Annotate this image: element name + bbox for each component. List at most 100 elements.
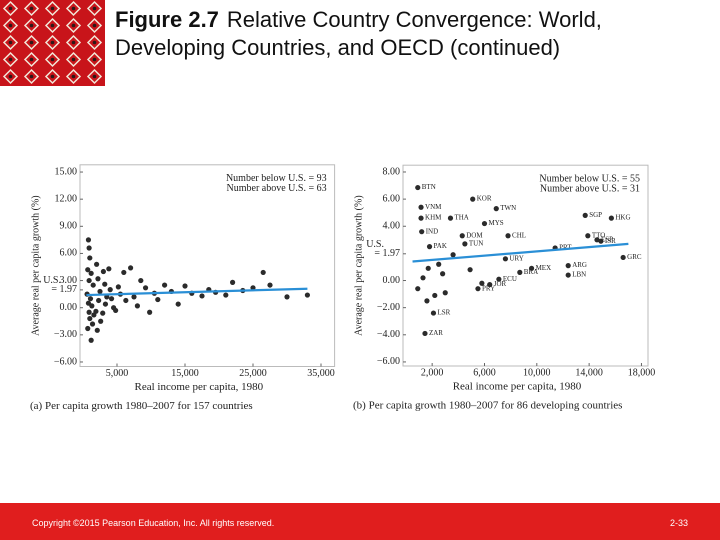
data-point [94,261,100,267]
legend-text: Number above U.S. = 31 [540,183,640,194]
point-label: ZAR [429,329,443,337]
trend-line [412,242,629,263]
data-point [86,309,92,315]
data-point [90,282,96,288]
data-point [86,245,92,251]
point-label: PRY [482,284,495,292]
data-point [608,215,614,221]
x-axis-label: Real income per capita, 1980 [453,381,582,393]
data-point [284,294,290,300]
x-tick-label: 5,000 [106,368,129,379]
point-label: KOR [477,195,492,203]
data-point [436,261,442,267]
data-point [85,237,92,243]
y-tick-label: 0.00 [60,302,78,313]
data-point [487,281,493,288]
data-point [467,267,473,273]
caption: (b) Per capita growth 1980–2007 for 86 d… [353,400,622,412]
point-label: DOM [466,231,483,239]
data-point [123,297,129,304]
data-point [102,301,109,307]
us-label: U.S. [366,239,384,250]
legend-text: Number above U.S. = 63 [227,183,327,194]
data-point [89,321,96,327]
x-tick-label: 15,000 [171,368,199,379]
data-point [430,310,437,316]
x-tick-label: 14,000 [575,367,603,378]
data-point [470,196,476,202]
point-label: TUN [469,240,483,248]
data-point [162,282,168,288]
data-point [223,292,229,298]
data-point [432,292,438,299]
y-tick-label: −6.00 [377,356,400,367]
data-point [100,268,106,275]
data-point [106,266,112,272]
plot-frame [79,164,336,367]
y-tick-label: 6.00 [60,248,78,259]
data-point [98,318,104,324]
y-tick-label: −4.00 [377,329,400,340]
data-point [418,215,424,221]
data-point [85,325,91,332]
data-point [199,293,205,299]
copyright: Copyright ©2015 Pearson Education, Inc. … [32,518,275,528]
data-point [134,303,140,309]
data-point [86,277,92,284]
data-point [121,269,127,276]
data-point [594,237,600,243]
data-point [459,233,465,239]
point-label: GRC [627,253,642,261]
data-point [96,297,102,304]
y-tick-label: 15.00 [55,166,78,177]
data-point [100,310,106,316]
point-label: THA [454,214,468,222]
y-tick-label: −2.00 [377,302,400,313]
data-point [87,255,93,261]
data-point [230,279,236,285]
y-tick-label: −6.00 [54,356,77,367]
point-label: ARG [572,261,587,269]
data-point [585,233,591,239]
data-point [88,337,94,343]
data-point [97,288,103,295]
point-label: URY [509,254,523,262]
data-point [155,296,161,303]
y-tick-label: = 1.97 [51,284,77,295]
data-point [182,283,188,289]
data-point [87,296,94,302]
data-point [598,238,604,244]
data-point [422,330,428,337]
data-point [415,184,421,191]
x-tick-label: 35,000 [307,368,335,379]
data-point [424,298,430,304]
point-label: PAK [434,242,447,250]
data-point [102,281,108,287]
slide-title: Figure 2.7 Relative Country Convergence: … [115,6,645,62]
data-point [304,292,310,298]
x-tick-label: 10,000 [523,367,551,378]
point-label: BRA [524,268,538,276]
data-point [502,256,509,262]
y-tick-label: = 1.97 [374,248,400,259]
point-label: KHM [425,214,442,222]
legend-text: Number below U.S. = 93 [226,173,327,184]
point-label: TWN [500,204,516,212]
y-axis-label: Average real per capita growth (%) [30,195,41,336]
x-tick-label: 18,000 [628,367,656,378]
point-label: TTO [592,231,605,239]
trend-line [86,287,308,297]
plot-frame [402,164,649,367]
caption: (a) Per capita growth 1980–2007 for 157 … [30,400,253,412]
page-number: 2-33 [669,518,688,528]
data-point [89,303,95,309]
point-label: ECU [503,275,517,283]
figure-number: Figure 2.7 [115,7,219,32]
data-point [496,276,502,282]
data-point [267,282,273,288]
y-tick-label: 9.00 [60,221,78,232]
data-point [138,277,144,284]
title-text: Relative Country Convergence: World, Dev… [115,7,602,60]
legend-text: Number below U.S. = 55 [539,173,640,184]
